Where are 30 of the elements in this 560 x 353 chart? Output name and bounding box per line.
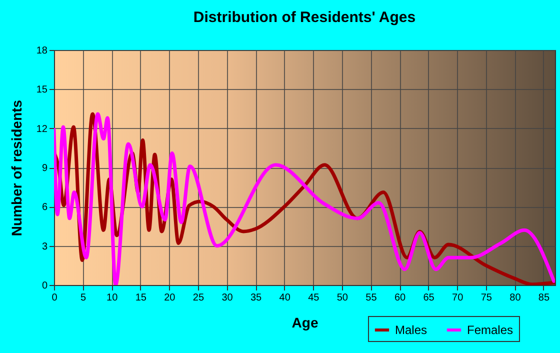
legend-label: Males xyxy=(395,323,428,337)
y-tick-label: 18 xyxy=(36,46,48,56)
x-tick-label: 45 xyxy=(308,292,320,304)
x-tick-label: 60 xyxy=(394,292,406,304)
x-tick-label: 70 xyxy=(452,292,464,304)
legend-label: Females xyxy=(467,323,514,337)
y-tick-label: 3 xyxy=(42,241,48,252)
x-tick-label: 25 xyxy=(192,292,204,304)
y-axis-title: Number of residents xyxy=(8,100,24,236)
x-tick-label: 85 xyxy=(538,292,550,304)
x-tick-label: 0 xyxy=(52,292,58,304)
y-tick-label: 6 xyxy=(42,202,48,214)
y-tick-label: 12 xyxy=(36,124,48,135)
x-tick-label: 75 xyxy=(480,292,492,304)
x-tick-label: 35 xyxy=(250,292,262,304)
x-tick-label: 55 xyxy=(366,292,378,304)
x-tick-label: 20 xyxy=(164,292,176,304)
x-tick-label: 15 xyxy=(135,292,147,304)
y-tick-label: 0 xyxy=(42,280,48,292)
x-tick-label: 10 xyxy=(106,292,118,304)
x-tick-label: 30 xyxy=(222,292,234,304)
x-axis-title: Age xyxy=(292,314,318,330)
x-tick-label: 5 xyxy=(80,292,87,304)
chart-title: Distribution of Residents' Ages xyxy=(193,9,416,26)
x-tick-label: 40 xyxy=(279,292,291,304)
x-tick-label: 50 xyxy=(336,292,348,304)
y-tick-label: 9 xyxy=(42,163,48,174)
y-tick-label: 15 xyxy=(36,84,48,96)
x-tick-label: 80 xyxy=(510,292,522,304)
x-tick-label: 65 xyxy=(423,292,435,304)
